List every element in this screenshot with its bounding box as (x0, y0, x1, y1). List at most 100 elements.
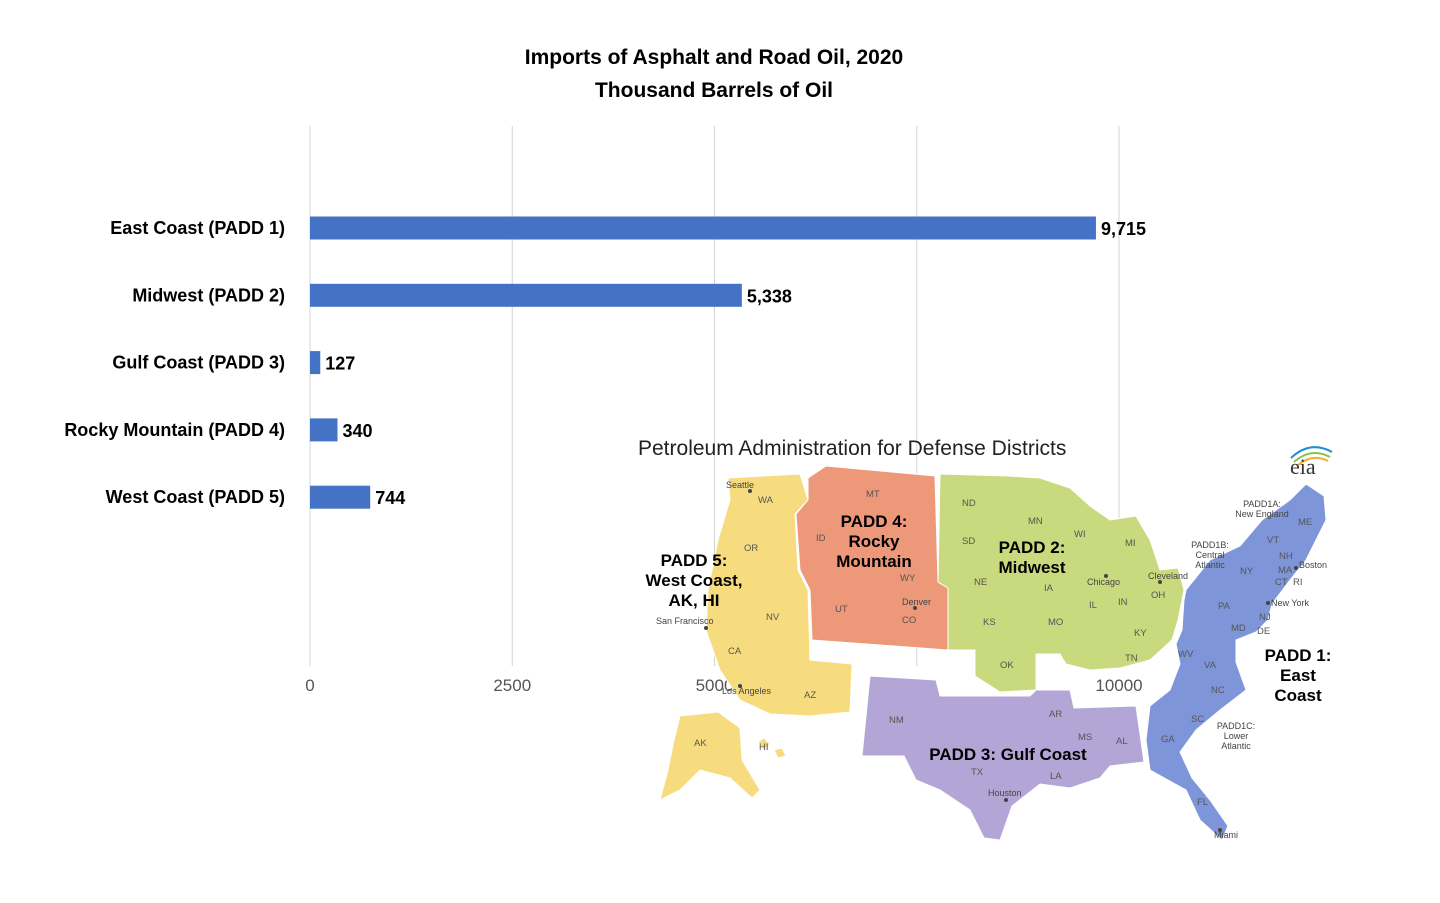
svg-text:VT: VT (1267, 535, 1279, 546)
bars: East Coast (PADD 1) 9,715 Midwest (PADD 2)… (64, 216, 1146, 509)
svg-text:New England: New England (1235, 509, 1289, 519)
svg-text:AK: AK (694, 738, 707, 749)
svg-text:IN: IN (1118, 597, 1128, 608)
label-padd1c: PADD1C: Lower Atlantic (1217, 721, 1255, 751)
svg-text:Atlantic: Atlantic (1221, 741, 1251, 751)
bar (310, 216, 1096, 240)
city-label: Los Angeles (722, 686, 772, 696)
svg-text:SC: SC (1191, 714, 1204, 725)
region-padd3 (861, 675, 1145, 841)
svg-text:Coast: Coast (1274, 686, 1322, 705)
svg-text:LA: LA (1050, 771, 1062, 782)
svg-text:HI: HI (759, 742, 769, 753)
svg-text:Atlantic: Atlantic (1195, 560, 1225, 570)
svg-text:NE: NE (974, 577, 987, 588)
svg-text:GA: GA (1161, 734, 1175, 745)
city-label: Chicago (1087, 577, 1120, 587)
svg-text:MO: MO (1048, 617, 1063, 628)
map-title: Petroleum Administration for Defense Dis… (638, 437, 1066, 460)
svg-text:PADD 2:: PADD 2: (999, 538, 1066, 557)
svg-text:SD: SD (962, 536, 975, 547)
svg-text:WY: WY (900, 573, 916, 584)
svg-text:AK, HI: AK, HI (669, 591, 720, 610)
svg-text:TN: TN (1125, 653, 1138, 664)
svg-text:KY: KY (1134, 628, 1147, 639)
svg-text:Rocky: Rocky (848, 532, 900, 551)
chart-subtitle: Thousand Barrels of Oil (595, 79, 833, 102)
label-padd1: PADD 1: East Coast (1265, 646, 1332, 705)
city-markers: Seattle San Francisco Los Angeles Denver… (656, 480, 1327, 840)
x-tick-label: 5000 (696, 676, 734, 695)
svg-text:WV: WV (1178, 649, 1194, 660)
region-padd2 (937, 473, 1185, 693)
svg-text:AZ: AZ (804, 690, 816, 701)
category-label: Gulf Coast (PADD 3) (112, 353, 285, 373)
chart-title: Imports of Asphalt and Road Oil, 2020 (525, 46, 903, 69)
svg-text:Midwest: Midwest (998, 558, 1065, 577)
region-padd5-alaska (659, 711, 761, 801)
label-padd4: PADD 4: Rocky Mountain (836, 512, 912, 571)
city-label: Miami (1214, 830, 1238, 840)
category-label: East Coast (PADD 1) (110, 218, 285, 238)
svg-text:WA: WA (758, 495, 774, 506)
padd-map: Petroleum Administration for Defense Dis… (638, 437, 1333, 841)
svg-text:OH: OH (1151, 590, 1165, 601)
data-label: 744 (375, 488, 405, 508)
label-padd5: PADD 5: West Coast, AK, HI (646, 551, 743, 610)
svg-text:PADD 3: Gulf Coast: PADD 3: Gulf Coast (929, 745, 1087, 764)
category-label: Midwest (PADD 2) (132, 285, 285, 305)
svg-text:VA: VA (1204, 660, 1217, 671)
eia-logo: eia (1290, 446, 1333, 479)
bar (310, 283, 742, 307)
bar (310, 351, 321, 375)
svg-text:OK: OK (1000, 660, 1014, 671)
svg-text:MT: MT (866, 489, 880, 500)
svg-text:UT: UT (835, 604, 848, 615)
svg-text:NJ: NJ (1259, 612, 1271, 623)
city-label: Boston (1299, 560, 1327, 570)
region-padd5-hawaii (757, 737, 787, 759)
svg-text:NY: NY (1240, 566, 1254, 577)
data-label: 340 (343, 421, 373, 441)
svg-text:NH: NH (1279, 551, 1293, 562)
x-tick-label: 0 (305, 676, 314, 695)
svg-text:PADD1C:: PADD1C: (1217, 721, 1255, 731)
data-label: 5,338 (747, 286, 792, 306)
svg-text:PADD 4:: PADD 4: (841, 512, 908, 531)
svg-text:FL: FL (1197, 797, 1208, 808)
data-label: 127 (325, 354, 355, 374)
svg-text:MI: MI (1125, 538, 1136, 549)
category-label: West Coast (PADD 5) (106, 487, 285, 507)
svg-text:PADD1B:: PADD1B: (1191, 540, 1229, 550)
svg-text:ID: ID (816, 533, 826, 544)
city-label: San Francisco (656, 616, 714, 626)
eia-logo-text: eia (1290, 454, 1316, 479)
svg-text:WI: WI (1074, 529, 1086, 540)
label-padd1a: PADD1A: New England (1235, 499, 1289, 519)
bar (310, 485, 371, 509)
x-tick-label: 10000 (1095, 676, 1142, 695)
city-label: New York (1271, 598, 1310, 608)
svg-text:Mountain: Mountain (836, 552, 912, 571)
svg-text:CT: CT (1275, 577, 1288, 588)
svg-text:Central: Central (1195, 550, 1224, 560)
svg-text:NM: NM (889, 715, 904, 726)
svg-text:MS: MS (1078, 732, 1092, 743)
city-label: Houston (988, 788, 1022, 798)
svg-text:RI: RI (1293, 577, 1303, 588)
city-label: Seattle (726, 480, 754, 490)
svg-text:Lower: Lower (1224, 731, 1249, 741)
svg-text:CO: CO (902, 615, 916, 626)
svg-text:AL: AL (1116, 736, 1128, 747)
svg-text:TX: TX (971, 767, 984, 778)
svg-text:PADD 5:: PADD 5: (661, 551, 728, 570)
svg-text:AR: AR (1049, 709, 1062, 720)
bar (310, 418, 338, 442)
svg-text:PADD 1:: PADD 1: (1265, 646, 1332, 665)
region-padd5 (705, 473, 853, 717)
svg-text:PA: PA (1218, 601, 1231, 612)
svg-text:IA: IA (1044, 583, 1054, 594)
svg-text:PADD1A:: PADD1A: (1243, 499, 1281, 509)
region-padd1 (1145, 483, 1327, 841)
